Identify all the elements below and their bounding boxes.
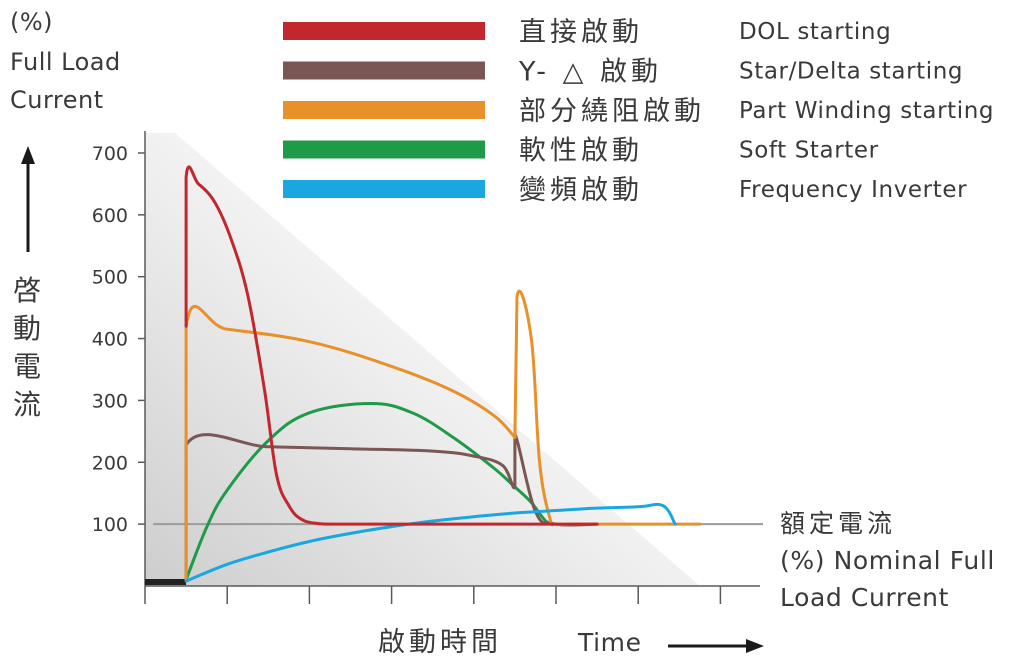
y-tick-label: 700 [92, 143, 128, 165]
legend-label-zh: 變頻啟動 [519, 175, 643, 206]
series-line-star-delta-starting [184, 432, 599, 582]
y-tick-label: 400 [92, 329, 128, 351]
legend-label-zh: 直接啟動 [519, 17, 643, 48]
y-unit-line-1: (%) [10, 8, 53, 36]
legend-swatch [283, 180, 485, 198]
legend-label-zh: 部分繞阻啟動 [519, 96, 705, 127]
legend-label-zh: Y- △ 啟動 [518, 57, 662, 88]
legend-swatch [283, 22, 485, 40]
legend-label: Part Winding starting [739, 98, 994, 124]
nominal-label-en-line-1: (%) Nominal Full [780, 546, 995, 575]
series-layer [184, 165, 702, 583]
x-axis-label-zh: 啟動時間 [378, 627, 502, 658]
y-tick-label: 200 [92, 452, 128, 474]
y-unit-line-3: Current [10, 86, 104, 114]
y-tick-label: 500 [92, 267, 128, 289]
y-tick-label: 600 [92, 205, 128, 227]
y-unit-line-2: Full Load [10, 48, 121, 76]
y-axis-label-char: 啓 [13, 274, 41, 307]
legend: 直接啟動 DOL starting Y- △ 啟動 Star/Delta starti… [283, 17, 994, 206]
x-axis-label-en: Time [577, 628, 642, 657]
legend-label: Frequency Inverter [739, 177, 967, 203]
y-direction-arrow [21, 146, 35, 252]
y-tick-label: 100 [92, 514, 128, 536]
legend-label: Soft Starter [739, 138, 879, 164]
y-axis-label-char: 流 [13, 388, 41, 421]
nominal-label-zh: 額定電流 [780, 509, 896, 538]
axes: 100 200 300 400 500 600 700 [92, 130, 763, 604]
y-axis-label-char: 電 [13, 350, 41, 383]
legend-swatch [283, 101, 485, 119]
legend-label: DOL starting [739, 19, 891, 45]
nominal-label-en-line-2: Load Current [780, 583, 949, 612]
y-axis-label-char: 動 [13, 312, 41, 345]
plot-background [145, 132, 700, 587]
y-tick-label: 300 [92, 390, 128, 412]
series-line-dol-starting [184, 165, 599, 526]
series-line-frequency-inverter [184, 502, 677, 583]
x-direction-arrow [668, 639, 764, 653]
legend-label-zh: 軟性啟動 [519, 136, 643, 167]
legend-swatch [283, 140, 485, 159]
legend-swatch [283, 61, 485, 80]
legend-label: Star/Delta starting [739, 59, 963, 85]
